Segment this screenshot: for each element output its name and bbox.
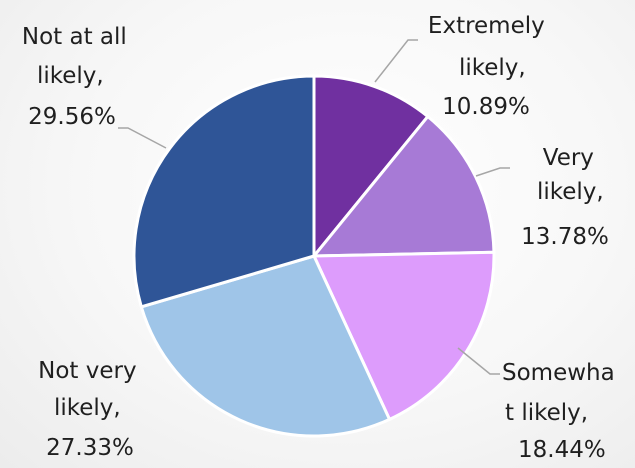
data-label-somewhat-likely: Somewha t likely, 18.44% [502,360,622,463]
pie-slice-somewhat-likely [311,250,496,422]
data-label-line: 29.56% [28,104,116,130]
data-label-very-likely: Very likely, 13.78% [521,145,611,250]
data-label-line: Not at all [22,24,127,50]
leader-line-very-likely [475,167,510,177]
pie-slice-extremely-likely [312,74,430,261]
data-label-line: likely, [459,55,526,81]
data-label-extremely-likely: Extremely likely, 10.89% [428,13,552,120]
data-label-not-at-all-likely: Not at all likely, 29.56% [22,24,134,130]
data-label-line: Extremely [428,13,545,39]
data-label-line: 27.33% [46,435,134,461]
data-label-line: t likely, [505,400,588,426]
data-label-line: 13.78% [521,224,609,250]
data-label-line: Not very [38,358,136,384]
leader-line-not-at-all-likely [118,127,167,149]
data-label-line: Somewha [502,360,615,386]
pie-slices [132,74,496,438]
data-label-line: likely, [54,395,121,421]
pie-slice-not-very-likely [139,254,392,438]
leader-line-somewhat-likely [457,347,500,375]
data-label-line: 18.44% [518,437,606,463]
data-label-line: Very [543,145,594,171]
pie-slice-very-likely [310,114,496,258]
data-label-line: likely, [37,63,104,89]
leader-line-extremely-likely [374,39,418,83]
data-label-line: 10.89% [442,94,530,120]
data-label-line: likely, [537,179,604,205]
leader-lines [118,39,510,375]
pie-slice-not-at-all-likely [132,74,316,309]
data-label-not-very-likely: Not very likely, 27.33% [38,358,144,461]
